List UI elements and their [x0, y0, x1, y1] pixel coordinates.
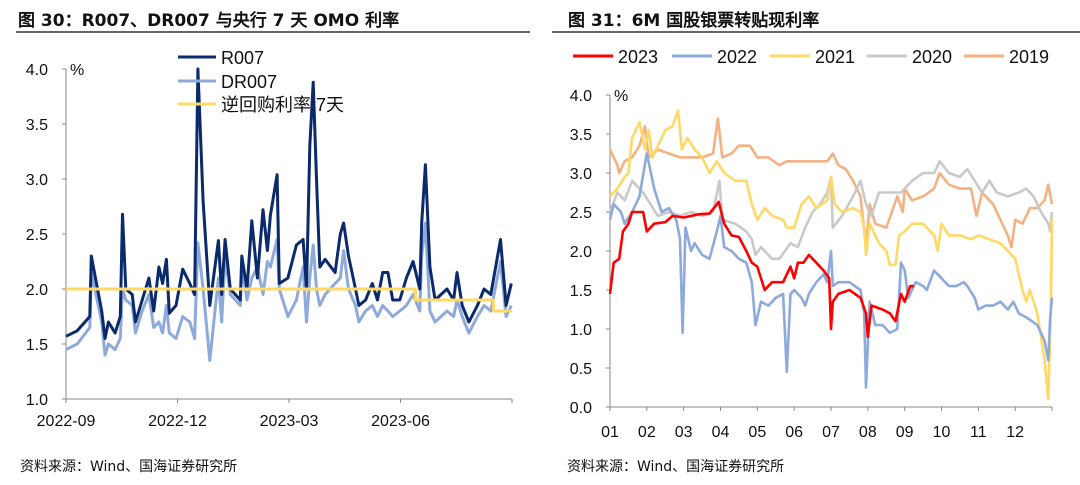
right-series-2023-line: [608, 200, 914, 339]
right-x-tick-label: 10: [933, 424, 951, 441]
right-chart-title: 图 31：6M 国股银票转贴现利率: [568, 11, 820, 31]
left-x-tick-label: 2023-03: [260, 413, 319, 430]
left-y-tick-label: 4.0: [26, 62, 48, 79]
right-x-tick-label: 07: [822, 424, 840, 441]
right-y-tick-label: 0.5: [570, 361, 592, 378]
right-legend-label: 2023: [618, 47, 658, 67]
right-series-2020-line: [608, 160, 1054, 261]
right-x-tick-label: 04: [712, 424, 730, 441]
left-y-tick-label: 3.5: [26, 117, 48, 134]
right-legend-label: 2019: [1009, 47, 1049, 67]
right-source-note: 资料来源：Wind、国海证券研究所: [567, 459, 785, 475]
left-x-tick-label: 2022-12: [148, 413, 207, 430]
left-x-tick-label: 2022-09: [37, 413, 96, 430]
right-x-tick-label: 11: [970, 424, 987, 441]
right-x-tick-label: 05: [748, 424, 766, 441]
left-y-tick-label: 2.0: [26, 282, 48, 299]
left-y-tick-label: 3.0: [26, 172, 48, 189]
right-legend-label: 2022: [717, 47, 757, 67]
right-y-tick-label: 4.0: [570, 88, 592, 105]
left-title-rule: [16, 31, 530, 33]
left-y-tick-label: 1.0: [26, 392, 48, 409]
right-x-tick-label: 08: [859, 424, 877, 441]
left-series-7-line: [66, 287, 512, 313]
right-legend-label: 2020: [912, 47, 952, 67]
right-y-unit-label: %: [614, 88, 628, 105]
right-x-tick-label: 09: [896, 424, 914, 441]
left-y-tick-label: 1.5: [26, 337, 48, 354]
left-legend-label: DR007: [221, 72, 277, 92]
right-x-tick-label: 02: [638, 424, 656, 441]
left-y-unit-label: %: [70, 62, 84, 79]
right-y-tick-label: 2.5: [570, 205, 592, 222]
right-y-tick-label: 2.0: [570, 244, 592, 261]
right-y-tick-label: 1.0: [570, 322, 592, 339]
right-legend-label: 2021: [815, 47, 855, 67]
right-y-tick-label: 3.5: [570, 127, 592, 144]
right-series-2021-line: [609, 109, 1054, 401]
right-x-tick-label: 03: [675, 424, 693, 441]
right-x-tick-label: 01: [601, 424, 619, 441]
left-series-R007-line: [65, 67, 513, 340]
right-x-tick-label: 12: [1006, 424, 1024, 441]
right-y-tick-label: 1.5: [570, 283, 592, 300]
left-legend-label: R007: [221, 48, 264, 68]
right-y-tick-label: 0.0: [570, 400, 592, 417]
left-legend-label: 逆回购利率:7天: [221, 95, 344, 115]
left-y-tick-label: 2.5: [26, 227, 48, 244]
right-series-2022-line: [608, 152, 1054, 389]
right-y-tick-label: 3.0: [570, 166, 592, 183]
right-series-2019-line: [608, 117, 1054, 249]
left-x-tick-label: 2023-06: [371, 413, 430, 430]
right-title-rule: [552, 31, 1080, 33]
left-source-note: 资料来源：Wind、国海证券研究所: [20, 459, 238, 475]
left-chart-title: 图 30：R007、DR007 与央行 7 天 OMO 利率: [18, 11, 400, 31]
right-x-tick-label: 06: [785, 424, 803, 441]
